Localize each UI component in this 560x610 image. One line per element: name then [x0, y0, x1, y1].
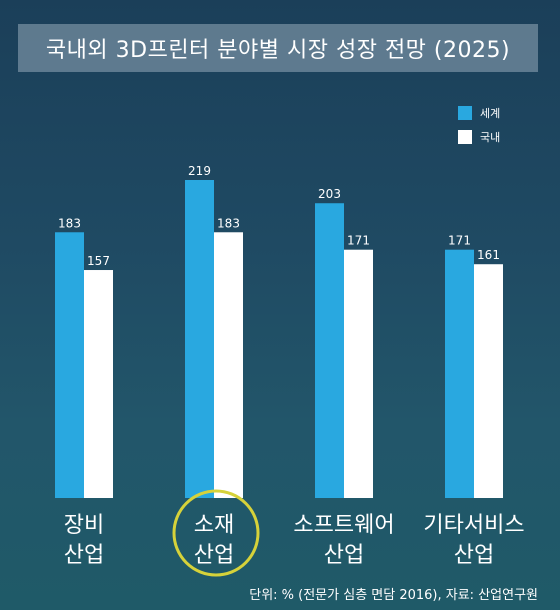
highlight-circle: [172, 489, 260, 577]
bar-world-2: [315, 203, 344, 498]
bar-domestic-2: [344, 249, 373, 498]
value-label-0-3: 171: [448, 234, 471, 248]
category-label-3-0: 기타서비스: [423, 513, 524, 538]
value-label-0-2: 203: [318, 187, 341, 201]
source-note: 단위: % (전문가 심층 면담 2016), 자료: 산업연구원: [249, 588, 538, 603]
category-label-3-1: 산업: [454, 543, 494, 568]
value-label-1-0: 157: [87, 254, 110, 268]
bar-domestic-0: [84, 270, 113, 498]
category-label-1-0: 소재: [194, 513, 234, 538]
category-label-0-1: 산업: [64, 543, 104, 568]
bars-group: [55, 180, 503, 498]
value-label-1-3: 161: [477, 248, 500, 262]
category-label-2-1: 산업: [324, 543, 364, 568]
bar-domestic-1: [214, 232, 243, 498]
value-label-0-0: 183: [58, 216, 81, 230]
chart-title-box: 국내외 3D프린터 분야별 시장 성장 전망 (2025): [18, 24, 538, 72]
value-label-0-1: 219: [188, 164, 211, 178]
category-label-0-0: 장비: [64, 513, 104, 538]
bar-world-1: [185, 180, 214, 498]
bar-domestic-3: [474, 264, 503, 498]
value-label-1-1: 183: [217, 216, 240, 230]
legend-swatch-1: [458, 130, 472, 144]
value-label-1-2: 171: [347, 234, 370, 248]
legend-label-1: 국내: [480, 131, 500, 144]
bar-world-0: [55, 232, 84, 498]
chart-title: 국내외 3D프린터 분야별 시장 성장 전망 (2025): [45, 38, 511, 63]
legend-swatch-0: [458, 106, 472, 120]
legend-label-0: 세계: [480, 107, 500, 120]
bar-world-3: [445, 249, 474, 498]
category-label-2-0: 소프트웨어: [293, 513, 394, 538]
category-label-1-1: 산업: [194, 543, 234, 568]
